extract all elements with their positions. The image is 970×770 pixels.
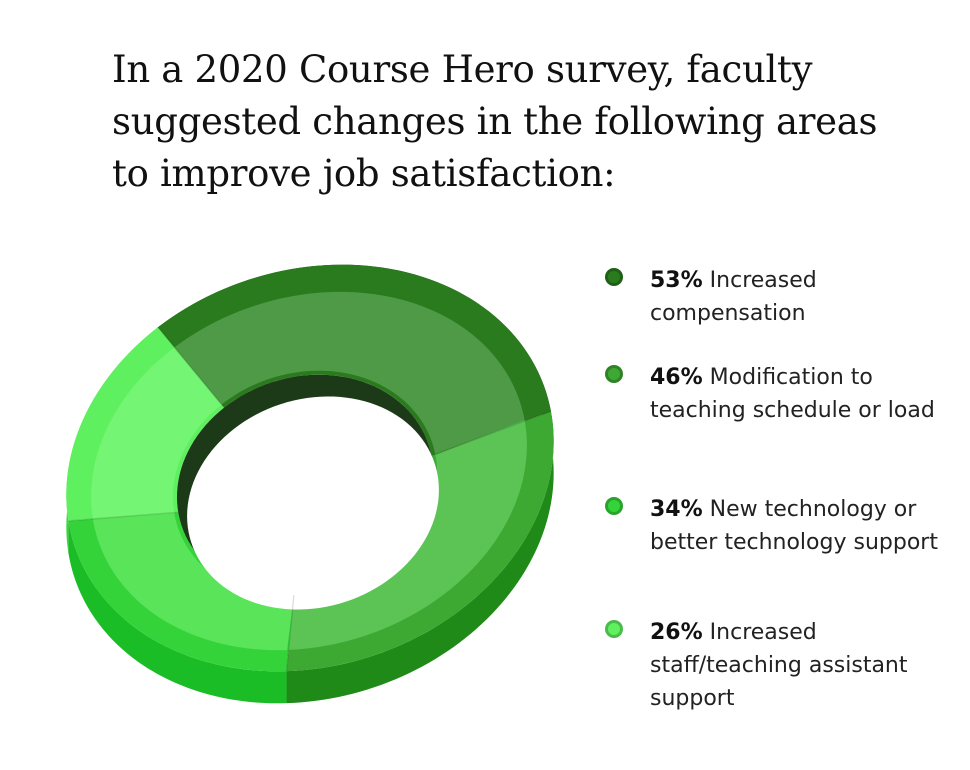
chart-title: In a 2020 Course Hero survey, faculty su… [112,48,878,195]
donut-hole [187,396,439,610]
legend-value: 26% [650,620,703,645]
legend-swatch [605,620,623,638]
slice-divider-3 [68,511,179,522]
legend-label: Modification to teaching schedule or loa… [650,365,935,423]
slice-side-2 [68,520,287,704]
slice-highlight-0 [173,291,525,455]
legend-swatch [605,365,623,383]
legend-label: Increased staff/teaching assistant suppo… [650,620,908,711]
legend-value: 53% [650,268,703,293]
slice-highlight-2 [92,512,294,651]
legend-label: New technology or better technology supp… [650,497,938,555]
legend-label: Increased compensation [650,268,817,326]
legend-value: 46% [650,365,703,390]
slice-highlight-3 [91,347,222,519]
slice-side-1 [286,411,554,704]
legend-swatch [605,268,623,286]
legend-swatch [605,497,623,515]
slice-divider-2 [285,595,295,672]
slice-divider-0 [157,326,225,409]
legend-value: 34% [650,497,703,522]
slice-divider-1 [431,410,552,457]
